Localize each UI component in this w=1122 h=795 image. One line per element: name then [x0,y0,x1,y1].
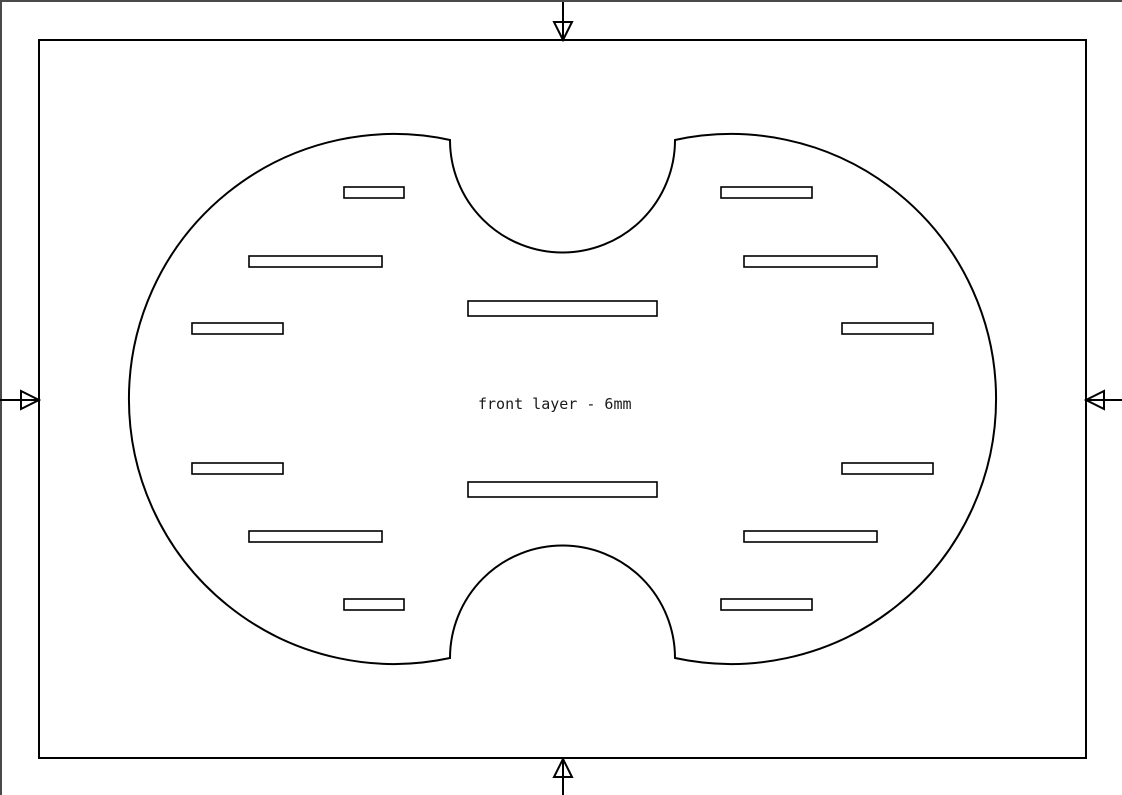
slot-center-top [467,300,658,317]
centering-marker-top [552,2,574,43]
slot-left-2 [248,255,383,268]
slot-right-5 [743,530,878,543]
centering-marker-right [1083,389,1122,411]
centering-marker-left [0,389,42,411]
slot-right-3 [841,322,934,335]
slot-right-2 [743,255,878,268]
slot-left-3 [191,322,284,335]
slot-center-bottom [467,481,658,498]
panel-outline [127,133,998,665]
slot-right-6 [720,598,813,611]
slot-right-4 [841,462,934,475]
slot-left-6 [343,598,405,611]
slot-right-1 [720,186,813,199]
slot-left-1 [343,186,405,199]
layer-label: front layer - 6mm [478,395,632,413]
slot-left-4 [191,462,284,475]
centering-marker-bottom [552,756,574,795]
slot-left-5 [248,530,383,543]
